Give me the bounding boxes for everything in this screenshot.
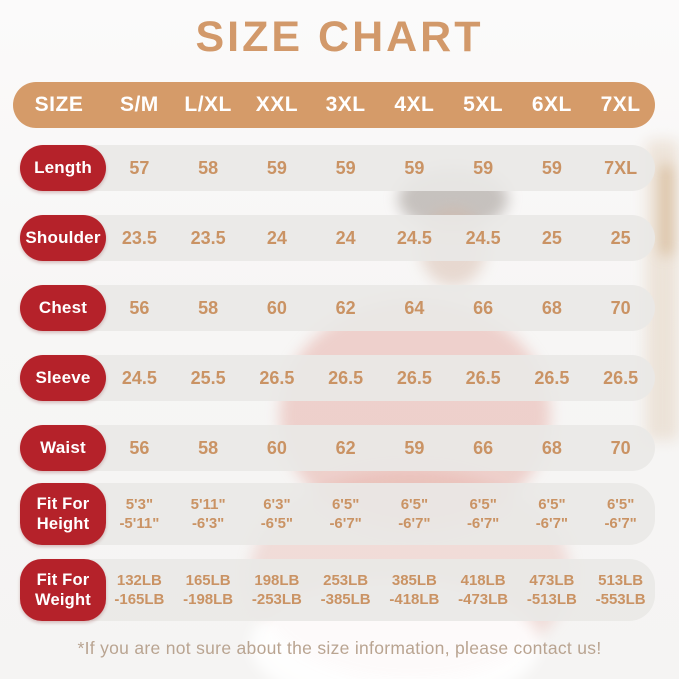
value-cell: 70 (610, 297, 631, 318)
header-col-l-xl: L/XL (184, 93, 232, 116)
row-label-sleeve: Sleeve (20, 355, 106, 401)
value-cell: 58 (198, 297, 219, 318)
value-cell: 68 (541, 297, 562, 318)
page-title: SIZE CHART (195, 13, 484, 61)
value-cell: 60 (266, 437, 287, 458)
value-cell: 6'5" -6'7" (398, 496, 431, 532)
value-cell: 6'5" -6'7" (604, 496, 637, 532)
row-label-length: Length (20, 145, 106, 191)
value-cell: 5'3" -5'11" (119, 496, 160, 532)
table-row-fit-for-weight: Fit For Weight 132LB -165LB 165LB -198LB 1… (13, 559, 655, 621)
value-cell: 62 (335, 437, 356, 458)
value-cell: 23.5 (121, 227, 157, 248)
value-cell: 6'5" -6'7" (535, 496, 569, 532)
value-cell: 66 (473, 297, 494, 318)
value-cell: 24.5 (396, 227, 432, 248)
value-cell: 56 (129, 437, 150, 458)
value-cell: 26.5 (603, 367, 639, 388)
value-cell: 6'5" -6'7" (466, 496, 500, 532)
value-cell: 59 (266, 157, 287, 178)
value-cell: 59 (541, 157, 562, 178)
table-row-length: Length 57 58 59 59 59 59 59 7XL (13, 145, 655, 191)
value-cell: 64 (404, 297, 425, 318)
value-cell: 26.5 (259, 367, 295, 388)
row-label-chest: Chest (20, 285, 106, 331)
value-cell: 25 (541, 227, 562, 248)
table-row-fit-for-height: Fit For Height 5'3" -5'11" 5'11" -6'3" 6'3… (13, 483, 655, 545)
footer-note: *If you are not sure about the size info… (77, 638, 602, 658)
value-cell: 132LB -165LB (114, 572, 165, 608)
value-cell: 59 (404, 437, 425, 458)
value-cell: 24 (335, 227, 356, 248)
value-cell: 6'5" -6'7" (329, 496, 362, 532)
value-cell: 418LB -473LB (458, 572, 509, 608)
value-cell: 6'3" -6'5" (260, 496, 294, 532)
value-cell: 23.5 (190, 227, 226, 248)
value-cell: 253LB -385LB (320, 572, 371, 608)
value-cell: 513LB -553LB (595, 572, 646, 608)
header-col-size: SIZE (34, 93, 84, 116)
background-book-spine (660, 165, 673, 255)
value-cell: 26.5 (396, 367, 432, 388)
value-cell: 62 (335, 297, 356, 318)
value-cell: 25.5 (190, 367, 226, 388)
value-cell: 24 (266, 227, 287, 248)
value-cell: 26.5 (465, 367, 501, 388)
table-row-chest: Chest 56 58 60 62 64 66 68 70 (13, 285, 655, 331)
row-label-fit-for-weight: Fit For Weight (20, 559, 106, 621)
value-cell: 56 (129, 297, 150, 318)
header-col-6xl: 6XL (531, 93, 572, 116)
value-cell: 70 (610, 437, 631, 458)
value-cell: 66 (473, 437, 494, 458)
value-cell: 24.5 (465, 227, 501, 248)
value-cell: 385LB -418LB (389, 572, 440, 608)
row-label-waist: Waist (20, 425, 106, 471)
value-cell: 58 (198, 437, 219, 458)
table-row-sleeve: Sleeve 24.5 25.5 26.5 26.5 26.5 26.5 26.… (13, 355, 655, 401)
value-cell: 26.5 (534, 367, 570, 388)
header-col-s-m: S/M (119, 93, 159, 116)
row-label-shoulder: Shoulder (20, 215, 106, 261)
value-cell: 473LB -513LB (526, 572, 577, 608)
value-cell: 68 (541, 437, 562, 458)
value-cell: 60 (266, 297, 287, 318)
value-cell: 57 (129, 157, 150, 178)
value-cell: 7XL (604, 157, 638, 178)
value-cell: 5'11" -6'3" (190, 496, 226, 532)
value-cell: 59 (335, 157, 356, 178)
value-cell: 165LB -198LB (183, 572, 234, 608)
value-cell: 58 (198, 157, 219, 178)
table-row-shoulder: Shoulder 23.5 23.5 24 24 24.5 24.5 25 25 (13, 215, 655, 261)
header-col-xxl: XXL (255, 93, 299, 116)
header-col-4xl: 4XL (394, 93, 435, 116)
value-cell: 26.5 (328, 367, 364, 388)
value-cell: 24.5 (121, 367, 157, 388)
table-header-row: SIZE S/M L/XL XXL 3XL 4XL 5XL 6XL 7XL (13, 82, 655, 128)
header-col-3xl: 3XL (325, 93, 366, 116)
header-col-5xl: 5XL (463, 93, 504, 116)
value-cell: 59 (473, 157, 494, 178)
value-cell: 25 (610, 227, 631, 248)
table-row-waist: Waist 56 58 60 62 59 66 68 70 (13, 425, 655, 471)
header-col-7xl: 7XL (600, 93, 641, 116)
value-cell: 198LB -253LB (251, 572, 302, 608)
row-label-fit-for-height: Fit For Height (20, 483, 106, 545)
value-cell: 59 (404, 157, 425, 178)
